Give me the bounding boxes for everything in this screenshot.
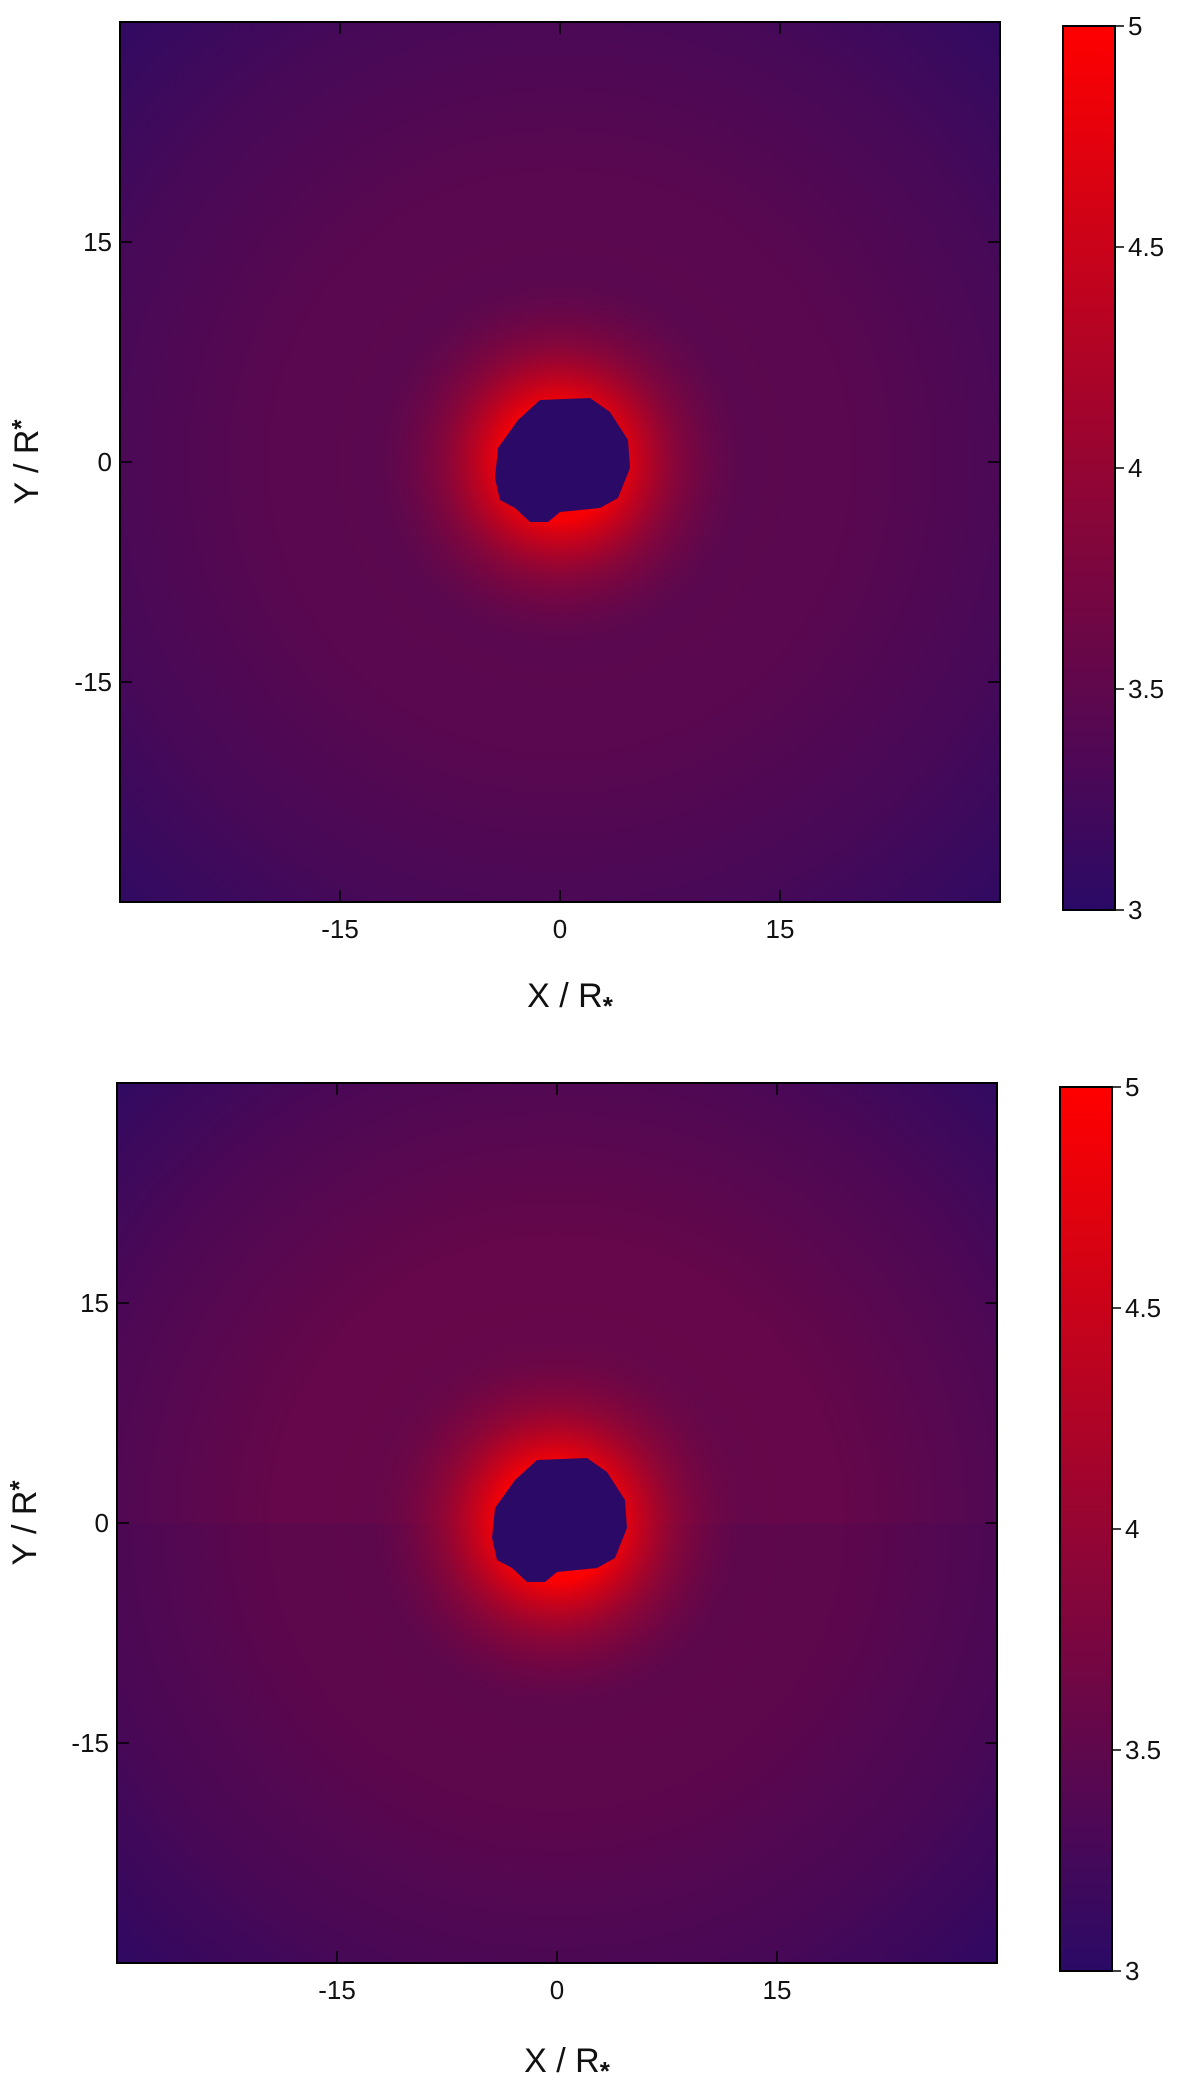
central-hole-shape-1 (495, 398, 630, 522)
colorbar-1: 3 3.5 4 4.5 5 (1062, 11, 1164, 925)
x-tick-label-1-a: -15 (321, 914, 359, 944)
y-tick-labels-1: -15 0 15 (74, 227, 112, 697)
x-tick-labels-2: -15 0 15 (318, 1975, 791, 2005)
x-tick-labels-1: -15 0 15 (321, 914, 794, 944)
y-tick-label-2-b: 0 (95, 1508, 109, 1538)
colorbar-2: 3 3.5 4 4.5 5 (1059, 1072, 1161, 1986)
panel-1: -15 0 15 -15 0 15 X / R* Y / R* 3 3.5 4 … (6, 11, 1164, 1021)
y-tick-label-1-a: -15 (74, 667, 112, 697)
ticks-2 (117, 1083, 997, 1963)
y-axis-label-2: Y / R* (4, 1480, 44, 1566)
x-tick-label-2-c: 15 (763, 1975, 792, 2005)
central-hole-1 (495, 398, 630, 522)
colorbar-ticks-2 (1112, 1086, 1121, 1972)
x-tick-label-2-a: -15 (318, 1975, 356, 2005)
x-tick-label-2-b: 0 (550, 1975, 564, 2005)
heatmap-plot-area-2 (116, 1082, 998, 1964)
cbar-tick-label-1-a: 3 (1128, 895, 1142, 925)
central-hole-shape-2 (492, 1458, 627, 1582)
cbar-tick-label-1-c: 4 (1128, 453, 1142, 483)
y-tick-label-2-a: -15 (71, 1728, 109, 1758)
colorbar-ticks-1 (1115, 25, 1124, 911)
y-tick-label-1-c: 15 (83, 227, 112, 257)
colorbar-gradient-2 (1060, 1087, 1112, 1971)
cbar-tick-label-2-d: 4.5 (1125, 1293, 1161, 1323)
cbar-tick-label-1-e: 5 (1128, 11, 1142, 41)
x-axis-label-2: X / R* (524, 2042, 611, 2086)
cbar-tick-label-2-c: 4 (1125, 1514, 1139, 1544)
panel-2: -15 0 15 -15 0 15 X / R* Y / R* 3 3.5 4 … (4, 1072, 1161, 2086)
cbar-tick-label-2-b: 3.5 (1125, 1735, 1161, 1765)
y-tick-label-2-c: 15 (80, 1288, 109, 1318)
y-axis-label-1: Y / R* (6, 419, 46, 505)
x-axis-label-1: X / R* (527, 977, 614, 1021)
ticks-1 (120, 22, 1000, 902)
cbar-tick-label-2-e: 5 (1125, 1072, 1139, 1102)
central-hole-2 (492, 1458, 627, 1582)
x-tick-label-1-c: 15 (766, 914, 795, 944)
y-tick-label-1-b: 0 (98, 447, 112, 477)
heatmap-plot-area-1 (119, 21, 1001, 903)
cbar-tick-label-2-a: 3 (1125, 1956, 1139, 1986)
y-tick-labels-2: -15 0 15 (71, 1288, 109, 1758)
x-tick-label-1-b: 0 (553, 914, 567, 944)
cbar-tick-label-1-d: 4.5 (1128, 232, 1164, 262)
cbar-tick-label-1-b: 3.5 (1128, 674, 1164, 704)
colorbar-gradient-1 (1063, 26, 1115, 910)
